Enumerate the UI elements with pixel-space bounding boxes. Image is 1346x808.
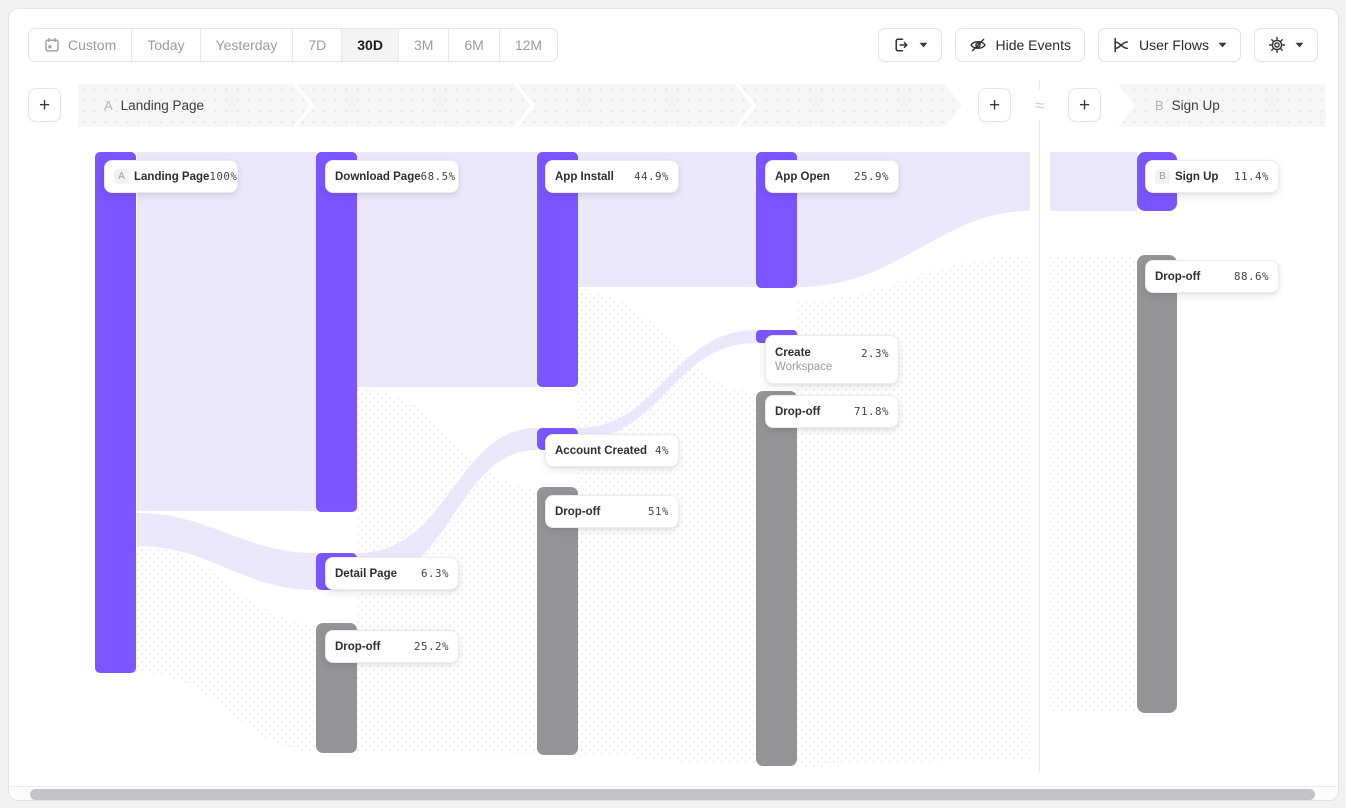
badge-b: B (1155, 169, 1170, 184)
node-label-app-install[interactable]: App Install 44.9% (545, 160, 679, 193)
horizontal-scrollbar[interactable] (9, 786, 1337, 800)
bar-landing-page[interactable] (95, 152, 136, 673)
panel-divider (1039, 80, 1040, 772)
horizontal-scrollbar-thumb[interactable] (30, 789, 1315, 800)
range-30d-button[interactable]: 30D (342, 29, 399, 61)
add-step-end-button[interactable]: + (978, 88, 1011, 122)
conversion-flows (137, 152, 1137, 590)
approx-symbol: ≈ (1026, 90, 1053, 121)
range-12m-button[interactable]: 12M (499, 29, 558, 61)
flow-step-b-label: B Sign Up (1155, 98, 1220, 113)
range-custom-label: Custom (68, 37, 117, 53)
node-label-landing-page[interactable]: A Landing Page 100% (104, 160, 238, 193)
caret-down-icon (1295, 42, 1304, 48)
node-label-drop-off-step-3[interactable]: Drop-off 51% (545, 495, 679, 528)
hide-events-button[interactable]: Hide Events (954, 28, 1085, 62)
flow-step-segment-1[interactable]: A Landing Page (78, 84, 310, 127)
range-7d-button[interactable]: 7D (293, 29, 343, 61)
eye-off-icon (969, 38, 986, 52)
flows-chart-icon (1114, 37, 1128, 53)
range-yesterday-button[interactable]: Yesterday (200, 29, 294, 61)
bar-drop-off-step-3[interactable] (537, 487, 578, 755)
node-label-download-page[interactable]: Download Page 68.5% (325, 160, 459, 193)
settings-button[interactable] (1254, 28, 1318, 62)
bar-drop-off-panel-b[interactable] (1137, 255, 1177, 713)
bar-app-install[interactable] (537, 152, 578, 387)
user-flows-label: User Flows (1138, 37, 1209, 53)
node-label-sign-up[interactable]: B Sign Up 11.4% (1145, 160, 1279, 193)
event-b-badge: B (1155, 98, 1164, 113)
calendar-icon (45, 37, 59, 52)
range-today-button[interactable]: Today (132, 29, 201, 61)
caret-down-icon (1218, 42, 1227, 48)
flow-step-segment-b[interactable]: B Sign Up (1118, 84, 1326, 127)
range-6m-button[interactable]: 6M (449, 29, 500, 61)
flow-step-1-label: A Landing Page (104, 98, 204, 113)
flow-step-segment-4[interactable] (739, 84, 962, 127)
date-range-control: Custom Today Yesterday 7D 30D 3M 6M 12M (28, 28, 559, 62)
export-button[interactable] (877, 28, 942, 62)
node-label-create-workspace[interactable]: Create 2.3% Workspace (765, 335, 899, 384)
node-label-detail-page[interactable]: Detail Page 6.3% (325, 557, 459, 590)
node-label-drop-off-panel-b[interactable]: Drop-off 88.6% (1145, 260, 1279, 293)
bar-download-page[interactable] (316, 152, 357, 512)
export-icon (894, 38, 908, 52)
hide-events-label: Hide Events (995, 37, 1071, 53)
node-label-account-created[interactable]: Account Created 4% (545, 434, 679, 467)
add-step-panel-b-button[interactable]: + (1068, 88, 1101, 122)
user-flows-panel: Custom Today Yesterday 7D 30D 3M 6M 12M … (8, 8, 1339, 801)
bar-drop-off-step-4[interactable] (756, 391, 797, 766)
sankey-canvas (95, 152, 1177, 766)
flow-step-segment-3[interactable] (518, 84, 752, 127)
caret-down-icon (919, 42, 927, 48)
range-3m-button[interactable]: 3M (398, 29, 450, 61)
user-flows-button[interactable]: User Flows (1097, 28, 1241, 62)
flow-step-segment-2[interactable] (297, 84, 531, 127)
add-step-start-button[interactable]: + (28, 88, 61, 122)
node-label-drop-off-step-2[interactable]: Drop-off 25.2% (325, 630, 459, 663)
badge-a: A (114, 169, 129, 184)
node-label-drop-off-step-4[interactable]: Drop-off 71.8% (765, 395, 899, 428)
range-custom-button[interactable]: Custom (29, 29, 133, 61)
event-a-badge: A (104, 98, 113, 113)
gear-icon (1268, 36, 1286, 54)
node-label-app-open[interactable]: App Open 25.9% (765, 160, 899, 193)
